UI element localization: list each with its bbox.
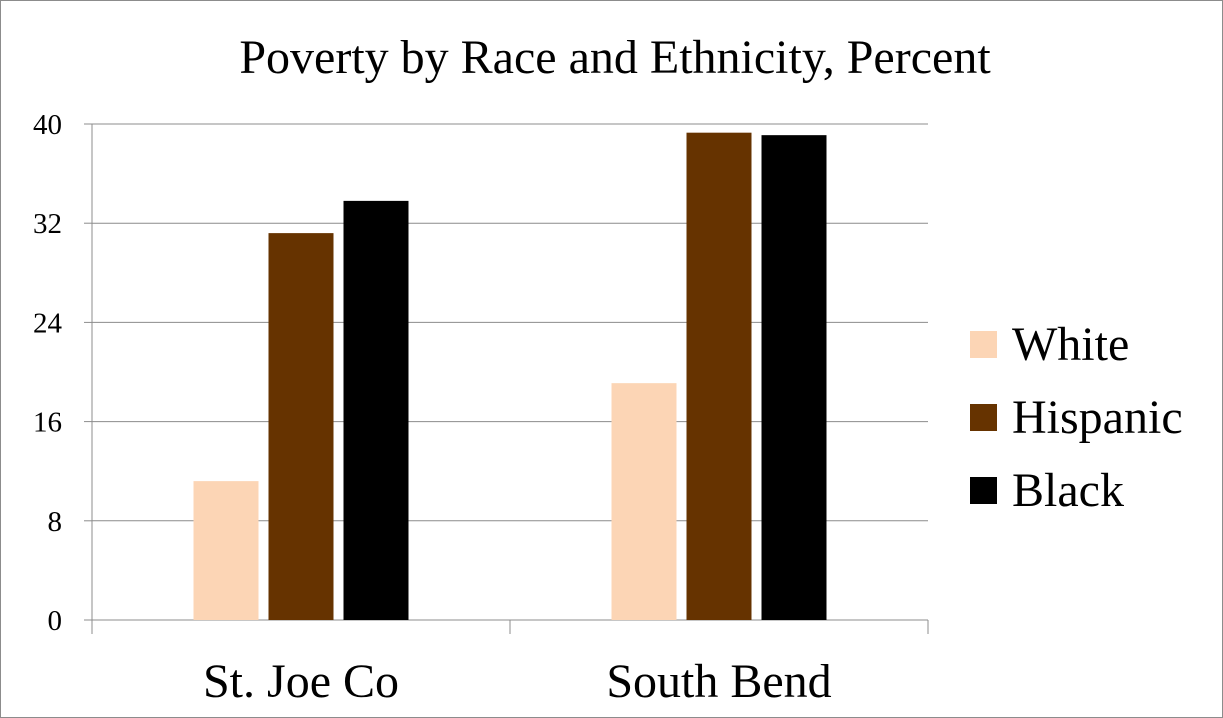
bar-hispanic [686,132,752,620]
y-tick-label: 40 [33,109,62,141]
legend-label-white: White [1012,317,1130,371]
legend-label-hispanic: Hispanic [1012,390,1183,444]
bar-hispanic [268,233,334,620]
y-tick-label: 8 [48,506,63,538]
y-tick-label: 24 [33,307,63,339]
x-category-label: South Bend [606,655,831,708]
bar-white [193,481,259,620]
legend: White Hispanic Black [970,308,1183,527]
y-tick-label: 16 [33,407,62,439]
bar-black [761,135,827,620]
x-category-label: St. Joe Co [203,655,399,708]
bar-white [611,383,677,620]
chart-title: Poverty by Race and Ethnicity, Percent [239,31,991,84]
bar-black [343,200,409,620]
legend-swatch-white [970,331,997,358]
legend-item-black: Black [970,454,1183,527]
legend-item-hispanic: Hispanic [970,381,1183,454]
legend-swatch-black [970,477,997,504]
legend-label-black: Black [1012,463,1124,517]
legend-swatch-hispanic [970,404,997,431]
y-tick-label: 0 [48,605,63,637]
y-tick-label: 32 [33,208,62,240]
legend-item-white: White [970,308,1183,381]
